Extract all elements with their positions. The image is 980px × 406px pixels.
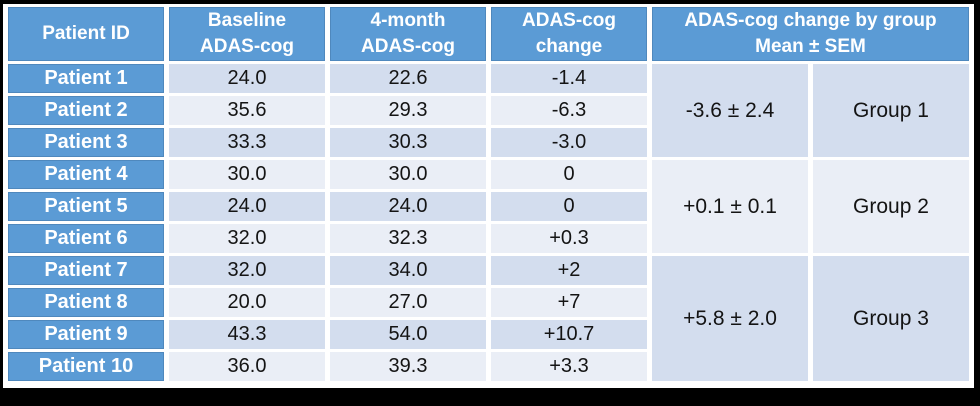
baseline-value: 24.0 bbox=[169, 192, 325, 221]
patient-label: Patient 8 bbox=[8, 288, 164, 317]
change-value: +2 bbox=[491, 256, 647, 285]
table-sheet: Patient ID Baseline ADAS-cog 4-month ADA… bbox=[3, 4, 974, 388]
group1-mean-sem: -3.6 ± 2.4 bbox=[652, 64, 808, 157]
baseline-value: 24.0 bbox=[169, 64, 325, 93]
patient-label: Patient 5 bbox=[8, 192, 164, 221]
table-row: Patient 1 24.0 22.6 -1.4 -3.6 ± 2.4 Grou… bbox=[8, 64, 969, 157]
baseline-value: 36.0 bbox=[169, 352, 325, 381]
month4-value: 54.0 bbox=[330, 320, 486, 349]
header-group: ADAS-cog change by group Mean ± SEM bbox=[652, 7, 969, 61]
header-baseline-line2: ADAS-cog bbox=[200, 36, 294, 57]
baseline-value: 30.0 bbox=[169, 160, 325, 189]
table-row: Patient 7 32.0 34.0 +2 +5.8 ± 2.0 Group … bbox=[8, 256, 969, 381]
header-4month: 4-month ADAS-cog bbox=[330, 7, 486, 61]
header-4month-line2: ADAS-cog bbox=[361, 36, 455, 57]
change-value: -3.0 bbox=[491, 128, 647, 157]
header-change-line1: ADAS-cog bbox=[522, 10, 616, 32]
change-value: -6.3 bbox=[491, 96, 647, 125]
month4-value: 24.0 bbox=[330, 192, 486, 221]
table-row: Patient 6 32.0 32.3 +0.3 bbox=[8, 224, 969, 253]
month4-value: 32.3 bbox=[330, 224, 486, 253]
change-value: +7 bbox=[491, 288, 647, 317]
header-group-line1: ADAS-cog change by group bbox=[684, 10, 937, 32]
baseline-value: 33.3 bbox=[169, 128, 325, 157]
header-group-line2: Mean ± SEM bbox=[755, 36, 866, 57]
patient-label: Patient 4 bbox=[8, 160, 164, 189]
baseline-value: 20.0 bbox=[169, 288, 325, 317]
group3-label: Group 3 bbox=[813, 256, 969, 381]
header-row: Patient ID Baseline ADAS-cog 4-month ADA… bbox=[8, 7, 969, 61]
change-value: +3.3 bbox=[491, 352, 647, 381]
month4-value: 39.3 bbox=[330, 352, 486, 381]
header-4month-line1: 4-month bbox=[370, 10, 446, 32]
group3-mean-sem: +5.8 ± 2.0 bbox=[652, 256, 808, 381]
change-value: +0.3 bbox=[491, 224, 647, 253]
table-row: Patient 3 33.3 30.3 -3.0 bbox=[8, 128, 969, 157]
baseline-value: 43.3 bbox=[169, 320, 325, 349]
patient-label: Patient 10 bbox=[8, 352, 164, 381]
change-value: -1.4 bbox=[491, 64, 647, 93]
baseline-value: 35.6 bbox=[169, 96, 325, 125]
header-patient-id: Patient ID bbox=[8, 7, 164, 61]
patient-label: Patient 7 bbox=[8, 256, 164, 285]
header-change: ADAS-cog change bbox=[491, 7, 647, 61]
header-patient-id-label: Patient ID bbox=[42, 23, 130, 45]
change-value: 0 bbox=[491, 192, 647, 221]
header-baseline: Baseline ADAS-cog bbox=[169, 7, 325, 61]
table-row: Patient 5 24.0 24.0 0 bbox=[8, 192, 969, 221]
group2-mean-sem: +0.1 ± 0.1 bbox=[652, 160, 808, 253]
change-value: +10.7 bbox=[491, 320, 647, 349]
change-value: 0 bbox=[491, 160, 647, 189]
month4-value: 30.3 bbox=[330, 128, 486, 157]
table-row: Patient 4 30.0 30.0 0 +0.1 ± 0.1 Group 2 bbox=[8, 160, 969, 253]
month4-value: 30.0 bbox=[330, 160, 486, 189]
patient-label: Patient 6 bbox=[8, 224, 164, 253]
patient-label: Patient 9 bbox=[8, 320, 164, 349]
month4-value: 34.0 bbox=[330, 256, 486, 285]
baseline-value: 32.0 bbox=[169, 224, 325, 253]
month4-value: 22.6 bbox=[330, 64, 486, 93]
baseline-value: 32.0 bbox=[169, 256, 325, 285]
patient-label: Patient 1 bbox=[8, 64, 164, 93]
adas-cog-table: Patient ID Baseline ADAS-cog 4-month ADA… bbox=[3, 4, 974, 384]
patient-label: Patient 3 bbox=[8, 128, 164, 157]
group1-label: Group 1 bbox=[813, 64, 969, 157]
patient-label: Patient 2 bbox=[8, 96, 164, 125]
table-row: Patient 2 35.6 29.3 -6.3 bbox=[8, 96, 969, 125]
group2-label: Group 2 bbox=[813, 160, 969, 253]
table-row: Patient 9 43.3 54.0 +10.7 bbox=[8, 320, 969, 349]
month4-value: 29.3 bbox=[330, 96, 486, 125]
table-row: Patient 8 20.0 27.0 +7 bbox=[8, 288, 969, 317]
table-row: Patient 10 36.0 39.3 +3.3 bbox=[8, 352, 969, 381]
month4-value: 27.0 bbox=[330, 288, 486, 317]
header-change-line2: change bbox=[535, 36, 603, 57]
header-baseline-line1: Baseline bbox=[207, 10, 287, 32]
